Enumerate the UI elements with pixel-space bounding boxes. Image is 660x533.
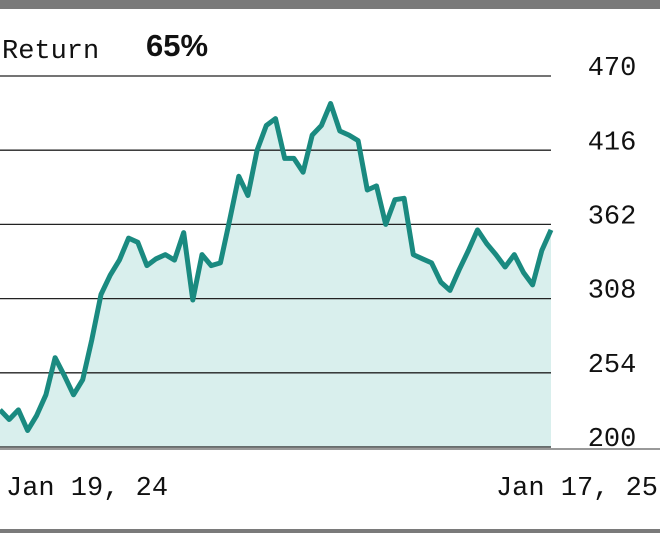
y-tick-label: 308 <box>588 277 637 307</box>
y-tick-label: 470 <box>588 54 637 84</box>
plot <box>0 75 554 448</box>
y-tick-label: 416 <box>588 128 637 158</box>
area <box>0 103 551 447</box>
y-tick-label: 362 <box>588 203 637 233</box>
return-value: 65% <box>146 28 208 63</box>
y-tick-label: 200 <box>588 425 637 455</box>
y-tick-label: 254 <box>588 351 637 381</box>
top-bar <box>0 0 660 9</box>
bottom-bar <box>0 529 660 533</box>
line <box>0 101 554 433</box>
x-tick-label: Jan 17, 25 <box>496 474 658 504</box>
x-tick-label: Jan 19, 24 <box>6 474 168 504</box>
chart-title: Return <box>2 37 99 67</box>
